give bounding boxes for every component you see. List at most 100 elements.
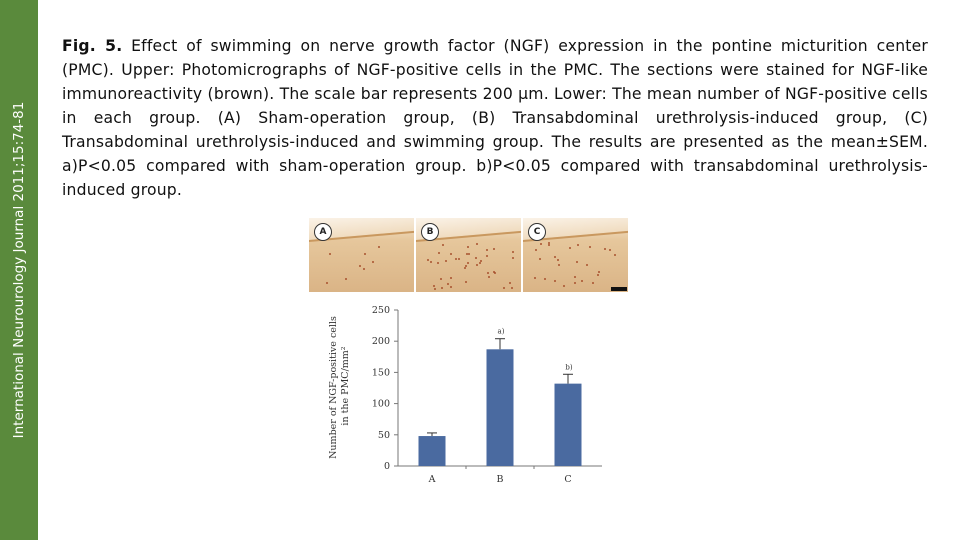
stained-cell <box>441 287 444 290</box>
stained-cell <box>538 258 541 261</box>
micrograph-label-c: C <box>528 223 546 241</box>
stained-cell <box>503 286 506 289</box>
y-tick-label: 150 <box>372 367 390 378</box>
stained-cell <box>450 277 453 280</box>
stained-cell <box>468 252 471 255</box>
stained-cell <box>475 257 478 260</box>
stained-cell <box>465 280 468 283</box>
stained-cell <box>511 256 514 259</box>
stained-cell <box>466 262 469 265</box>
micrograph-b: B <box>416 218 521 292</box>
stained-cell <box>592 282 595 284</box>
stained-cell <box>430 260 433 263</box>
chart-bars <box>418 338 582 466</box>
stained-cell <box>326 282 329 285</box>
stained-cell <box>576 261 579 264</box>
stained-cell <box>463 267 466 270</box>
stained-cell <box>433 284 436 287</box>
stained-cell <box>558 264 561 267</box>
micrograph-label-b: B <box>421 223 439 241</box>
y-axis-label-line2: in the PMC/mm² <box>340 346 351 425</box>
y-tick-label: 0 <box>384 461 390 472</box>
stained-cell <box>487 275 490 278</box>
scale-bar <box>611 287 627 291</box>
stained-cell <box>569 247 572 250</box>
stained-cell <box>613 254 616 257</box>
stained-cell <box>447 282 450 285</box>
stained-cell <box>574 282 577 285</box>
stained-cell <box>548 243 551 246</box>
stained-cell <box>449 252 452 255</box>
stained-cell <box>608 248 611 251</box>
stained-cell <box>547 242 550 245</box>
stained-cell <box>476 264 479 267</box>
stained-cell <box>455 258 458 261</box>
significance-annotation: b) <box>565 363 572 371</box>
y-tick-label: 200 <box>372 336 390 347</box>
micrograph-c: C <box>523 218 628 292</box>
stained-cell <box>581 280 584 283</box>
micrograph-label-a: A <box>314 223 332 241</box>
bar-a <box>418 436 446 466</box>
stained-cell <box>358 265 361 268</box>
stained-cell <box>573 275 576 278</box>
stained-cell <box>540 242 543 245</box>
stained-cell <box>426 258 429 261</box>
stained-cell <box>363 267 366 270</box>
stained-cell <box>439 277 442 280</box>
stained-cell <box>478 262 481 265</box>
stained-cell <box>457 258 460 261</box>
stained-cell <box>434 287 437 290</box>
stained-cell <box>597 271 600 274</box>
stained-cell <box>553 280 556 283</box>
stained-cell <box>494 272 497 275</box>
stained-cell <box>535 249 538 252</box>
ngf-bar-chart: 0 50 100 150 200 250 A Ba) Cb) Number of NGF-po… <box>328 305 602 485</box>
stained-cell <box>510 286 513 289</box>
significance-annotation: a) <box>498 328 505 336</box>
stained-cell <box>486 249 489 252</box>
stained-cell <box>480 260 483 263</box>
stained-cell <box>589 245 592 248</box>
stained-cell <box>450 285 452 288</box>
stained-cell <box>577 244 580 247</box>
figure-caption: Fig. 5. Effect of swimming on nerve grow… <box>62 34 928 202</box>
stained-cell <box>329 253 332 256</box>
stained-cell <box>475 243 478 246</box>
stained-cell <box>378 245 381 248</box>
stained-cell <box>492 248 495 251</box>
stained-cell <box>493 271 496 274</box>
stained-cell <box>533 276 536 279</box>
chart-labels: A Ba) Cb) <box>428 328 573 485</box>
stained-cell <box>563 284 566 287</box>
x-tick-label: C <box>564 474 571 485</box>
stained-cell <box>436 262 439 265</box>
stained-cell <box>596 274 599 277</box>
stained-cell <box>441 244 444 247</box>
y-tick-label: 50 <box>378 430 390 441</box>
stained-cell <box>363 252 366 255</box>
journal-sidebar: International Neurourology Journal 2011;… <box>0 0 38 540</box>
y-tick-label: 250 <box>372 305 390 316</box>
stained-cell <box>509 281 512 284</box>
stained-cell <box>557 258 560 261</box>
y-tick-label: 100 <box>372 399 390 410</box>
stained-cell <box>544 278 547 281</box>
bar-b <box>486 349 514 466</box>
figure-label: Fig. 5. <box>62 37 123 55</box>
stained-cell <box>486 254 489 257</box>
bar-c <box>554 383 582 466</box>
stained-cell <box>512 250 514 253</box>
x-tick-label: B <box>497 474 504 485</box>
stained-cell <box>465 264 468 267</box>
stained-cell <box>445 260 448 263</box>
stained-cell <box>604 248 607 251</box>
y-axis-label: Number of NGF-positive cells in the PMC/… <box>328 313 351 459</box>
stained-cell <box>372 260 375 263</box>
stained-cell <box>585 263 588 266</box>
stained-cell <box>438 252 441 255</box>
stained-cell <box>344 277 347 280</box>
x-tick-label: A <box>428 474 436 485</box>
journal-citation: International Neurourology Journal 2011;… <box>11 101 27 439</box>
stained-cell <box>487 271 490 274</box>
